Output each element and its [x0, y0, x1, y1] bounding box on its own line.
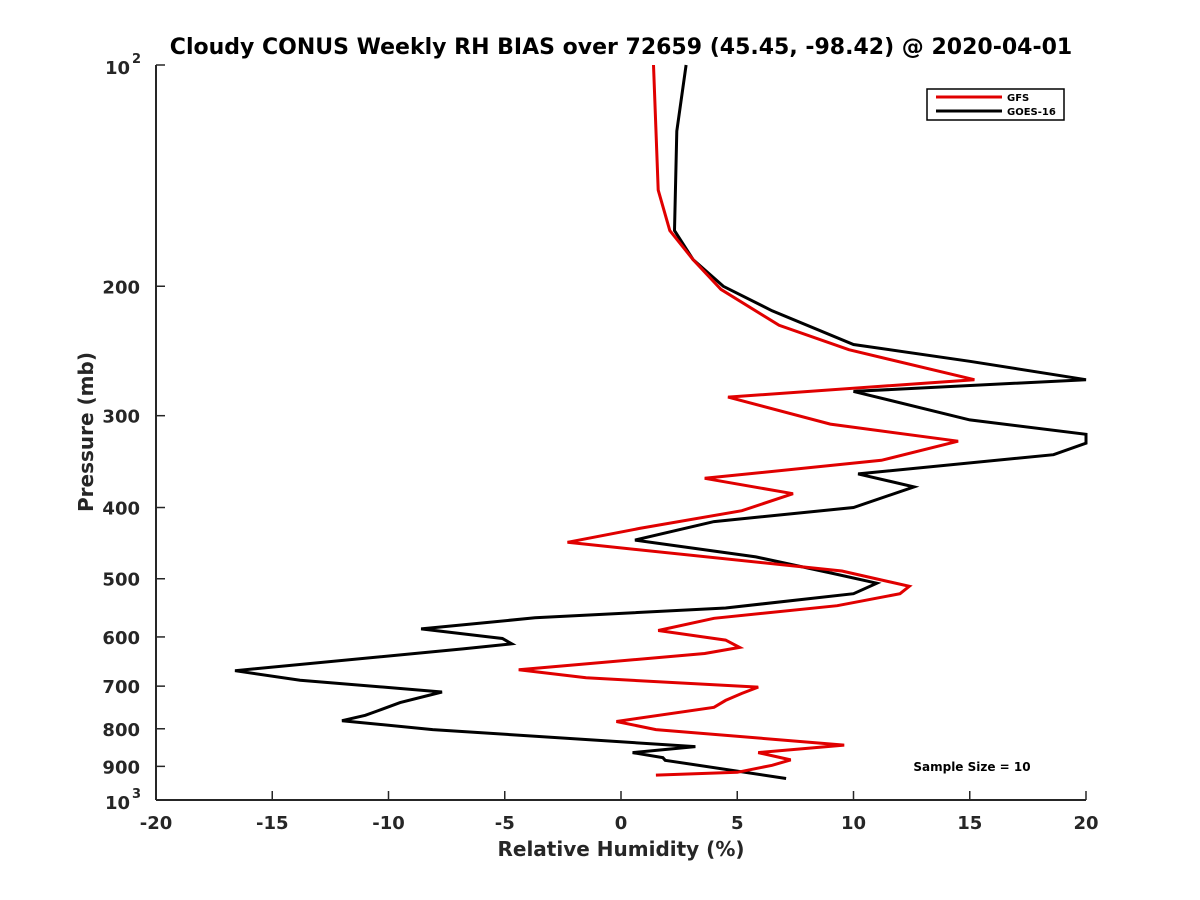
x-axis-label: Relative Humidity (%)	[497, 837, 744, 861]
x-tick-label: -15	[256, 813, 289, 834]
legend-label-gfs: GFS	[1007, 93, 1029, 104]
y-tick-label: 700	[102, 677, 140, 698]
x-tick-label: 5	[731, 813, 744, 834]
plot-lines	[234, 64, 1088, 780]
x-tick-label: 20	[1073, 813, 1098, 834]
legend: GFS GOES-16	[926, 88, 1065, 121]
sample-size-annotation: Sample Size = 10	[913, 760, 1030, 774]
x-tick-label: 10	[841, 813, 866, 834]
x-ticks: -20 -15 -10 -5 0 5 10 15 20	[140, 791, 1099, 834]
legend-label-goes-16: GOES-16	[1007, 107, 1056, 118]
y-tick-label: 400	[102, 499, 140, 520]
x-tick-label: 15	[957, 813, 982, 834]
y-tick-label: 200	[102, 277, 140, 298]
y-tick-base: 10	[105, 58, 130, 79]
y-tick-exponent: 2	[132, 52, 141, 67]
y-tick-base: 10	[105, 793, 130, 814]
y-tick-label: 800	[102, 720, 140, 741]
y-tick-label-power: 10 2	[105, 52, 141, 79]
y-tick-label-power: 10 3	[105, 787, 141, 814]
y-tick-label: 900	[102, 757, 140, 778]
y-tick-label: 500	[102, 570, 140, 591]
x-tick-label: -20	[140, 813, 173, 834]
y-tick-label: 300	[102, 407, 140, 428]
y-axis-label: Pressure (mb)	[74, 352, 98, 512]
series-line-goes-16	[234, 64, 1088, 780]
y-tick-exponent: 3	[132, 787, 141, 802]
y-tick-label: 600	[102, 628, 140, 649]
x-tick-label: -10	[372, 813, 405, 834]
series-line-gfs	[518, 64, 975, 777]
x-tick-label: 0	[615, 813, 628, 834]
x-tick-label: -5	[495, 813, 515, 834]
legend-box	[926, 88, 1065, 121]
chart-title: Cloudy CONUS Weekly RH BIAS over 72659 (…	[170, 35, 1072, 60]
